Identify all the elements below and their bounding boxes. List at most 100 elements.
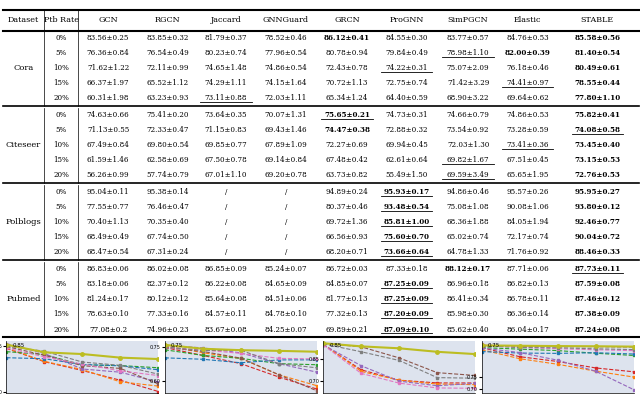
Text: 87.59±0.08: 87.59±0.08 <box>575 280 620 288</box>
Text: 5%: 5% <box>56 126 67 134</box>
Text: 81.40±0.54: 81.40±0.54 <box>574 49 620 57</box>
Text: 76.46±0.47: 76.46±0.47 <box>147 203 189 211</box>
Text: 86.72±0.03: 86.72±0.03 <box>326 265 369 273</box>
Text: 84.65±0.09: 84.65±0.09 <box>264 280 307 288</box>
Text: 67.31±0.24: 67.31±0.24 <box>147 249 189 256</box>
Text: 66.37±1.97: 66.37±1.97 <box>87 79 129 87</box>
Text: 85.58±0.56: 85.58±0.56 <box>575 34 620 42</box>
Text: 93.80±0.12: 93.80±0.12 <box>575 203 620 211</box>
Text: 0.75: 0.75 <box>488 343 500 348</box>
Text: 67.51±0.45: 67.51±0.45 <box>507 156 549 164</box>
Text: 95.93±0.17: 95.93±0.17 <box>384 188 430 196</box>
Text: 5%: 5% <box>56 280 67 288</box>
Text: 10%: 10% <box>53 218 69 226</box>
Text: 81.24±0.17: 81.24±0.17 <box>87 295 129 303</box>
Text: 20%: 20% <box>53 94 69 102</box>
Text: 85.81±1.00: 85.81±1.00 <box>383 218 430 226</box>
Text: /: / <box>225 188 227 196</box>
Text: 74.08±0.58: 74.08±0.58 <box>575 126 620 134</box>
Text: 73.11±0.88: 73.11±0.88 <box>205 94 247 102</box>
Text: 88.12±0.17: 88.12±0.17 <box>445 265 491 273</box>
Text: 77.96±0.54: 77.96±0.54 <box>264 49 307 57</box>
Text: 76.54±0.49: 76.54±0.49 <box>147 49 189 57</box>
Text: 73.28±0.59: 73.28±0.59 <box>507 126 549 134</box>
Text: 84.05±1.94: 84.05±1.94 <box>506 218 549 226</box>
Text: 94.89±0.24: 94.89±0.24 <box>326 188 369 196</box>
Text: 74.22±0.31: 74.22±0.31 <box>385 64 428 72</box>
Text: 60.31±1.98: 60.31±1.98 <box>87 94 129 102</box>
Text: 77.08±0.2: 77.08±0.2 <box>89 326 127 333</box>
Text: 95.57±0.26: 95.57±0.26 <box>507 188 549 196</box>
Text: 68.47±0.54: 68.47±0.54 <box>86 249 129 256</box>
Text: 70.40±1.13: 70.40±1.13 <box>87 218 129 226</box>
Text: 87.73±0.11: 87.73±0.11 <box>574 265 621 273</box>
Text: 72.17±0.74: 72.17±0.74 <box>506 233 549 241</box>
Text: 72.11±0.99: 72.11±0.99 <box>147 64 189 72</box>
Text: 86.22±0.08: 86.22±0.08 <box>205 280 247 288</box>
Text: 69.64±0.62: 69.64±0.62 <box>506 94 549 102</box>
Text: /: / <box>225 233 227 241</box>
Text: 86.12±0.41: 86.12±0.41 <box>324 34 370 42</box>
Text: /: / <box>285 233 287 241</box>
Text: 10%: 10% <box>53 141 69 149</box>
Text: 69.89±0.21: 69.89±0.21 <box>326 326 369 333</box>
Text: 87.33±0.18: 87.33±0.18 <box>385 265 428 273</box>
Text: 67.01±1.10: 67.01±1.10 <box>205 172 247 179</box>
Text: 74.86±0.54: 74.86±0.54 <box>264 64 307 72</box>
Text: 77.33±0.16: 77.33±0.16 <box>147 310 189 318</box>
Text: /: / <box>285 188 287 196</box>
Text: 86.82±0.13: 86.82±0.13 <box>507 280 549 288</box>
Text: 78.52±0.46: 78.52±0.46 <box>264 34 307 42</box>
Text: 77.55±0.77: 77.55±0.77 <box>87 203 129 211</box>
Text: 67.48±0.42: 67.48±0.42 <box>326 156 369 164</box>
Text: /: / <box>225 203 227 211</box>
Text: 75.07±2.09: 75.07±2.09 <box>447 64 490 72</box>
Text: 73.66±0.64: 73.66±0.64 <box>384 249 429 256</box>
Text: STABLE: STABLE <box>581 16 614 24</box>
Text: Ptb Rate: Ptb Rate <box>44 16 79 24</box>
Text: 20%: 20% <box>53 249 69 256</box>
Text: 81.77±0.13: 81.77±0.13 <box>326 295 368 303</box>
Text: GRCN: GRCN <box>334 16 360 24</box>
Text: 74.65±1.48: 74.65±1.48 <box>205 64 247 72</box>
Text: 15%: 15% <box>53 310 69 318</box>
Text: 74.63±0.66: 74.63±0.66 <box>86 111 129 119</box>
Text: Citeseer: Citeseer <box>6 141 41 149</box>
Text: 77.32±0.13: 77.32±0.13 <box>326 310 368 318</box>
Text: 80.78±0.94: 80.78±0.94 <box>326 49 369 57</box>
Text: 64.40±0.59: 64.40±0.59 <box>385 94 428 102</box>
Text: 84.85±0.07: 84.85±0.07 <box>326 280 369 288</box>
Text: 64.78±1.33: 64.78±1.33 <box>447 249 490 256</box>
Text: 72.43±0.78: 72.43±0.78 <box>326 64 369 72</box>
Text: SimPGCN: SimPGCN <box>448 16 488 24</box>
Text: 82.37±0.12: 82.37±0.12 <box>147 280 189 288</box>
Text: 66.56±0.93: 66.56±0.93 <box>326 233 369 241</box>
Text: 85.64±0.08: 85.64±0.08 <box>205 295 247 303</box>
Text: 57.74±0.79: 57.74±0.79 <box>147 172 189 179</box>
Text: 87.46±0.12: 87.46±0.12 <box>575 295 620 303</box>
Text: 69.72±1.36: 69.72±1.36 <box>326 218 368 226</box>
Text: 84.76±0.53: 84.76±0.53 <box>506 34 549 42</box>
Text: GCN: GCN <box>99 16 118 24</box>
Text: 74.66±0.79: 74.66±0.79 <box>447 111 490 119</box>
Text: 73.64±0.35: 73.64±0.35 <box>205 111 247 119</box>
Text: 15%: 15% <box>53 79 69 87</box>
Text: 67.74±0.50: 67.74±0.50 <box>147 233 189 241</box>
Text: 80.37±0.46: 80.37±0.46 <box>326 203 369 211</box>
Text: 87.25±0.09: 87.25±0.09 <box>384 280 429 288</box>
Text: 87.38±0.09: 87.38±0.09 <box>575 310 620 318</box>
Text: GNNGuard: GNNGuard <box>262 16 308 24</box>
Text: 74.73±0.31: 74.73±0.31 <box>385 111 428 119</box>
Text: 62.61±0.64: 62.61±0.64 <box>385 156 428 164</box>
Text: 95.38±0.14: 95.38±0.14 <box>147 188 189 196</box>
Text: 68.20±0.71: 68.20±0.71 <box>326 249 369 256</box>
Text: /: / <box>285 218 287 226</box>
Text: 74.86±0.53: 74.86±0.53 <box>506 111 549 119</box>
Text: 69.94±0.45: 69.94±0.45 <box>385 141 428 149</box>
Text: 77.80±1.10: 77.80±1.10 <box>574 94 621 102</box>
Text: 85.98±0.30: 85.98±0.30 <box>447 310 490 318</box>
Text: 10%: 10% <box>53 295 69 303</box>
Text: 95.04±0.11: 95.04±0.11 <box>87 188 129 196</box>
Text: 69.80±0.54: 69.80±0.54 <box>147 141 189 149</box>
Text: 83.67±0.08: 83.67±0.08 <box>205 326 247 333</box>
